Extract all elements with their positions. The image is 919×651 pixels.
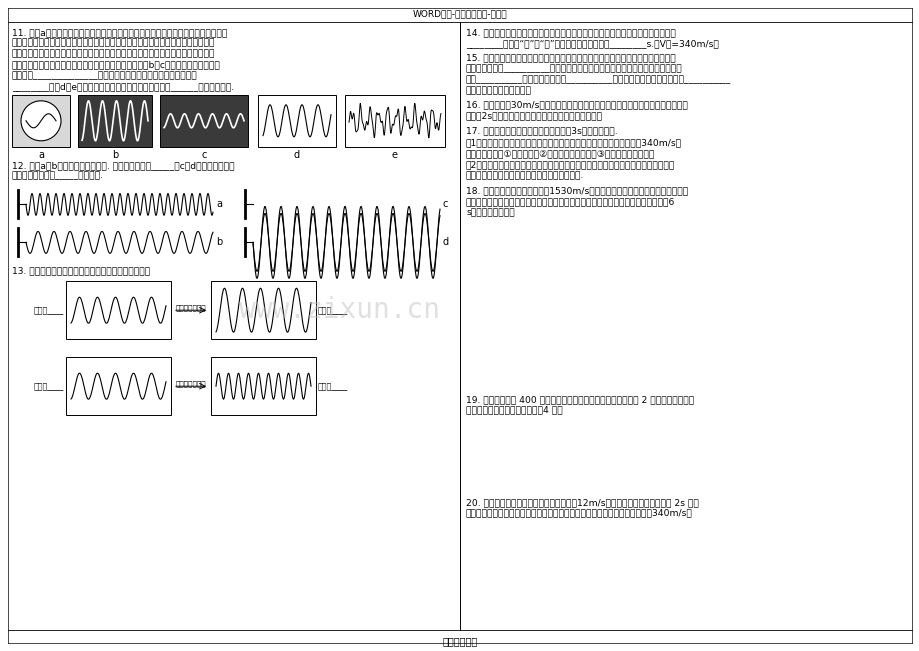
Text: 11. 如图a所示，伍实同学用示波器（一种可以观察振动波形的仪器）、钓锐条和台钓: 11. 如图a所示，伍实同学用示波器（一种可以观察振动波形的仪器）、钓锐条和台钓 — [12, 28, 227, 37]
Text: 求该汽车行驶的速度为多大？（4 分）: 求该汽车行驶的速度为多大？（4 分） — [466, 406, 562, 415]
Text: 13. 根据图中发声体的振动图像，写出相应的变化情况: 13. 根据图中发声体的振动图像，写出相应的变化情况 — [12, 266, 150, 275]
Text: 声音轻，他同时观察到示波器上显示的波形幅度分别如图b、c所示，则他得出的实验: 声音轻，他同时观察到示波器上显示的波形幅度分别如图b、c所示，则他得出的实验 — [12, 61, 221, 70]
Text: ________（选填“多”或“少”），通过计算发现相差________s.（V声=340m/s）: ________（选填“多”或“少”），通过计算发现相差________s.（V… — [466, 39, 718, 48]
Text: 17. 某雷雨天的晚上，玉红同学看到闪电3s后听到了雷声.: 17. 某雷雨天的晚上，玉红同学看到闪电3s后听到了雷声. — [466, 126, 617, 135]
Text: 12. 如图a、b是两音叉的发声特点. 其中音调高的是_____，c、d是同一音叉两次: 12. 如图a、b是两音叉的发声特点. 其中音调高的是_____，c、d是同一音… — [12, 161, 234, 170]
Text: b: b — [216, 238, 222, 247]
Text: 原来的振动图像: 原来的振动图像 — [176, 304, 206, 311]
Bar — [257, 95, 335, 146]
Text: www.zixun.cn: www.zixun.cn — [239, 296, 440, 324]
Text: 18. 声音在海水中传播的速度约1530m/s，利用声纳可以测量海水的深度，由声纳: 18. 声音在海水中传播的速度约1530m/s，利用声纳可以测量海水的深度，由声… — [466, 186, 687, 195]
Text: 学习资料分享: 学习资料分享 — [442, 636, 477, 646]
Text: 司机听到回声，则此时汽车距离高山有多远？（设声音在空气中的传播速度为340m/s）: 司机听到回声，则此时汽车距离高山有多远？（设声音在空气中的传播速度为340m/s… — [466, 509, 692, 518]
Bar — [12, 95, 70, 146]
Bar — [345, 95, 445, 146]
Bar — [66, 281, 171, 339]
Text: a: a — [216, 199, 221, 210]
Text: 的发射器从海面向海底发出超声波，测出从发出超声波到接收到超声波共用的时间为6: 的发射器从海面向海底发出超声波，测出从发出超声波到接收到超声波共用的时间为6 — [466, 197, 675, 206]
Text: 20. 汽车行驶的正前方有一座高山，汽车以12m/s的速度匀速行驶，汽车鸣笛 2s 后，: 20. 汽车行驶的正前方有一座高山，汽车以12m/s的速度匀速行驶，汽车鸣笛 2… — [466, 498, 698, 507]
Text: 声音变____: 声音变____ — [318, 306, 348, 314]
Text: ________。囼d、e是两种声音的波形图，从图形可知：图______是乐音的波形.: ________。囼d、e是两种声音的波形图，从图形可知：图______是乐音的… — [12, 82, 233, 91]
Bar — [160, 95, 248, 146]
Text: 结论是：______________。在完成上述实验时应保持钓锐条的长度: 结论是：______________。在完成上述实验时应保持钓锐条的长度 — [12, 71, 198, 80]
Text: 声音变____: 声音变____ — [318, 381, 348, 391]
Text: 研究声音的响度。他将钓锐条的下端夹紧在台钓上，上端用手拨动一下，使钓锐条振: 研究声音的响度。他将钓锐条的下端夹紧在台钓上，上端用手拨动一下，使钓锐条振 — [12, 39, 215, 48]
Text: 14. 百米赛跑中，若终点计时员听到枪声开始计时，他记录的时间比运动员真实时间: 14. 百米赛跑中，若终点计时员听到枪声开始计时，他记录的时间比运动员真实时间 — [466, 28, 675, 37]
Text: （1）请你帮她估算打雷的地方距她多远？（声音在空气中的传播速度以340m/s计: （1）请你帮她估算打雷的地方距她多远？（声音在空气中的传播速度以340m/s计 — [466, 138, 681, 147]
Text: 他们是靠声带的__________产生声音的，由于他们的声带不同，所以他们发出的声: 他们是靠声带的__________产生声音的，由于他们的声带不同，所以他们发出的… — [466, 64, 682, 74]
Text: 算）。【要求：①写出公式；②有必要的文字说明；③代数据要代单位。】: 算）。【要求：①写出公式；②有必要的文字说明；③代数据要代单位。】 — [466, 149, 654, 158]
Text: WORD格式-专业学习资料-可编辑: WORD格式-专业学习资料-可编辑 — [413, 10, 506, 18]
Text: a: a — [38, 150, 44, 159]
Text: c: c — [443, 199, 448, 210]
Text: c: c — [201, 150, 207, 159]
Text: 音的__________不同，我们还知道__________（小平、小丽）的响度大，而__________: 音的__________不同，我们还知道__________（小平、小丽）的响度… — [466, 76, 731, 84]
Text: （小平、小丽）的音调高。: （小平、小丽）的音调高。 — [466, 86, 531, 95]
Text: 原来的振动图像: 原来的振动图像 — [176, 380, 206, 387]
Text: 19. 汽车距离墙壁 400 米，当它鸣笛后继续向前匀速行驶，经过 2 秒后，听到回声，: 19. 汽车距离墙壁 400 米，当它鸣笛后继续向前匀速行驶，经过 2 秒后，听… — [466, 395, 694, 404]
Text: 声音变____: 声音变____ — [34, 381, 64, 391]
Bar — [78, 95, 152, 146]
Circle shape — [21, 101, 61, 141]
Text: 动发声。实验中，他进行了两次实验，第一次锐条发出的声音响，第二次锐条发出的: 动发声。实验中，他进行了两次实验，第一次锐条发出的声音响，第二次锐条发出的 — [12, 49, 215, 59]
Bar — [210, 357, 315, 415]
Bar — [66, 357, 171, 415]
Text: 15. 在班上的一次元旦晊会上，男生小平放声高唱一首歌，女生小丽为他轻声伴唱，: 15. 在班上的一次元旦晊会上，男生小平放声高唱一首歌，女生小丽为他轻声伴唱， — [466, 53, 675, 62]
Text: 鸣笛后2s司机听到回声，则司机鸣笛时距离上有多远？: 鸣笛后2s司机听到回声，则司机鸣笛时距离上有多远？ — [466, 111, 603, 120]
Text: d: d — [443, 238, 448, 247]
Text: s，则海水有多深？: s，则海水有多深？ — [466, 208, 515, 217]
Text: （2）实际上，闪疵和雷声是同时产生的。为什么我们总是先看到闪疵后听到雷声呢？: （2）实际上，闪疵和雷声是同时产生的。为什么我们总是先看到闪疵后听到雷声呢？ — [466, 161, 675, 170]
Text: e: e — [391, 150, 398, 159]
Bar — [210, 281, 315, 339]
Text: d: d — [293, 150, 300, 159]
Text: 的发声特点，其中_____的响度大.: 的发声特点，其中_____的响度大. — [12, 172, 104, 180]
Text: 请你利用速度公式分析说明产生这种现象的原因.: 请你利用速度公式分析说明产生这种现象的原因. — [466, 172, 584, 180]
Text: 声音变____: 声音变____ — [34, 306, 64, 314]
Text: b: b — [112, 150, 118, 159]
Text: 16. 一辆火车以30m/s的速度在平直的轨道上驶向一座高山，在山前某处鸣笛，火车: 16. 一辆火车以30m/s的速度在平直的轨道上驶向一座高山，在山前某处鸣笛，火… — [466, 101, 687, 110]
